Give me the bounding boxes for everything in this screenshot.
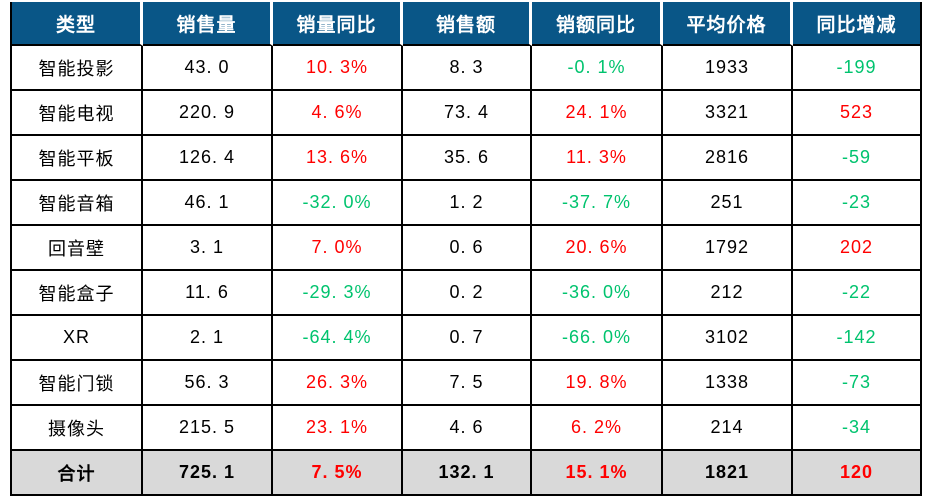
cell-type: 智能盒子: [10, 271, 143, 316]
cell-sales-volume: 46. 1: [143, 181, 273, 226]
cell-type: 摄像头: [10, 406, 143, 451]
cell-sales-volume: 11. 6: [143, 271, 273, 316]
cell-amount-yoy: 24. 1%: [532, 91, 663, 136]
column-header-yoy-change: 同比增减: [793, 2, 922, 46]
cell-type: 智能投影: [10, 46, 143, 91]
cell-type: 智能门锁: [10, 361, 143, 406]
column-header-type: 类型: [10, 2, 143, 46]
cell-sales-volume: 126. 4: [143, 136, 273, 181]
cell-yoy-change: -59: [793, 136, 922, 181]
cell-type: 回音壁: [10, 226, 143, 271]
column-header-amount-yoy: 销额同比: [532, 2, 663, 46]
cell-sales-volume: 220. 9: [143, 91, 273, 136]
cell-yoy-change: -199: [793, 46, 922, 91]
cell-avg-price: 214: [663, 406, 793, 451]
cell-yoy-change: 202: [793, 226, 922, 271]
cell-volume-yoy: 10. 3%: [273, 46, 403, 91]
column-header-avg-price: 平均价格: [663, 2, 793, 46]
cell-volume-yoy: 7. 5%: [273, 451, 403, 496]
column-header-sales-amount: 销售额: [403, 2, 532, 46]
cell-type: 智能音箱: [10, 181, 143, 226]
cell-volume-yoy: -32. 0%: [273, 181, 403, 226]
cell-amount-yoy: 6. 2%: [532, 406, 663, 451]
table-body: 智能投影 43. 0 10. 3% 8. 3 -0. 1% 1933 -199 …: [10, 46, 922, 496]
cell-sales-amount: 8. 3: [403, 46, 532, 91]
cell-avg-price: 251: [663, 181, 793, 226]
cell-avg-price: 3102: [663, 316, 793, 361]
cell-amount-yoy: 15. 1%: [532, 451, 663, 496]
cell-volume-yoy: 13. 6%: [273, 136, 403, 181]
table-row: 智能电视 220. 9 4. 6% 73. 4 24. 1% 3321 523: [10, 91, 922, 136]
cell-sales-amount: 0. 7: [403, 316, 532, 361]
cell-amount-yoy: -36. 0%: [532, 271, 663, 316]
cell-type: 智能电视: [10, 91, 143, 136]
cell-avg-price: 1933: [663, 46, 793, 91]
cell-sales-amount: 73. 4: [403, 91, 532, 136]
cell-amount-yoy: -37. 7%: [532, 181, 663, 226]
cell-avg-price: 2816: [663, 136, 793, 181]
cell-sales-volume: 725. 1: [143, 451, 273, 496]
cell-amount-yoy: 11. 3%: [532, 136, 663, 181]
cell-amount-yoy: -0. 1%: [532, 46, 663, 91]
cell-sales-volume: 215. 5: [143, 406, 273, 451]
total-row: 合计 725. 1 7. 5% 132. 1 15. 1% 1821 120: [10, 451, 922, 496]
cell-sales-amount: 35. 6: [403, 136, 532, 181]
cell-avg-price: 1792: [663, 226, 793, 271]
cell-amount-yoy: 19. 8%: [532, 361, 663, 406]
cell-amount-yoy: -66. 0%: [532, 316, 663, 361]
cell-sales-amount: 7. 5: [403, 361, 532, 406]
table-row: 智能音箱 46. 1 -32. 0% 1. 2 -37. 7% 251 -23: [10, 181, 922, 226]
cell-avg-price: 212: [663, 271, 793, 316]
cell-yoy-change: 523: [793, 91, 922, 136]
cell-yoy-change: -23: [793, 181, 922, 226]
table-row: 智能盒子 11. 6 -29. 3% 0. 2 -36. 0% 212 -22: [10, 271, 922, 316]
cell-sales-amount: 132. 1: [403, 451, 532, 496]
cell-yoy-change: -73: [793, 361, 922, 406]
table-row: 智能门锁 56. 3 26. 3% 7. 5 19. 8% 1338 -73: [10, 361, 922, 406]
table-row: 回音壁 3. 1 7. 0% 0. 6 20. 6% 1792 202: [10, 226, 922, 271]
cell-avg-price: 1821: [663, 451, 793, 496]
cell-volume-yoy: -29. 3%: [273, 271, 403, 316]
cell-sales-volume: 56. 3: [143, 361, 273, 406]
header-row: 类型 销售量 销量同比 销售额 销额同比 平均价格 同比增减: [10, 2, 922, 46]
cell-volume-yoy: 23. 1%: [273, 406, 403, 451]
cell-avg-price: 3321: [663, 91, 793, 136]
sales-table: 类型 销售量 销量同比 销售额 销额同比 平均价格 同比增减 智能投影 43. …: [10, 2, 922, 496]
cell-sales-volume: 2. 1: [143, 316, 273, 361]
cell-sales-amount: 0. 2: [403, 271, 532, 316]
cell-sales-amount: 1. 2: [403, 181, 532, 226]
cell-yoy-change: -34: [793, 406, 922, 451]
cell-volume-yoy: -64. 4%: [273, 316, 403, 361]
cell-yoy-change: -142: [793, 316, 922, 361]
cell-sales-amount: 4. 6: [403, 406, 532, 451]
cell-amount-yoy: 20. 6%: [532, 226, 663, 271]
cell-type: XR: [10, 316, 143, 361]
table-row: 摄像头 215. 5 23. 1% 4. 6 6. 2% 214 -34: [10, 406, 922, 451]
cell-sales-volume: 43. 0: [143, 46, 273, 91]
column-header-volume-yoy: 销量同比: [273, 2, 403, 46]
cell-yoy-change: -22: [793, 271, 922, 316]
cell-type: 合计: [10, 451, 143, 496]
cell-volume-yoy: 7. 0%: [273, 226, 403, 271]
table-row: XR 2. 1 -64. 4% 0. 7 -66. 0% 3102 -142: [10, 316, 922, 361]
cell-sales-volume: 3. 1: [143, 226, 273, 271]
table-row: 智能平板 126. 4 13. 6% 35. 6 11. 3% 2816 -59: [10, 136, 922, 181]
table-row: 智能投影 43. 0 10. 3% 8. 3 -0. 1% 1933 -199: [10, 46, 922, 91]
column-header-sales-volume: 销售量: [143, 2, 273, 46]
cell-yoy-change: 120: [793, 451, 922, 496]
cell-avg-price: 1338: [663, 361, 793, 406]
cell-sales-amount: 0. 6: [403, 226, 532, 271]
cell-volume-yoy: 4. 6%: [273, 91, 403, 136]
cell-type: 智能平板: [10, 136, 143, 181]
cell-volume-yoy: 26. 3%: [273, 361, 403, 406]
